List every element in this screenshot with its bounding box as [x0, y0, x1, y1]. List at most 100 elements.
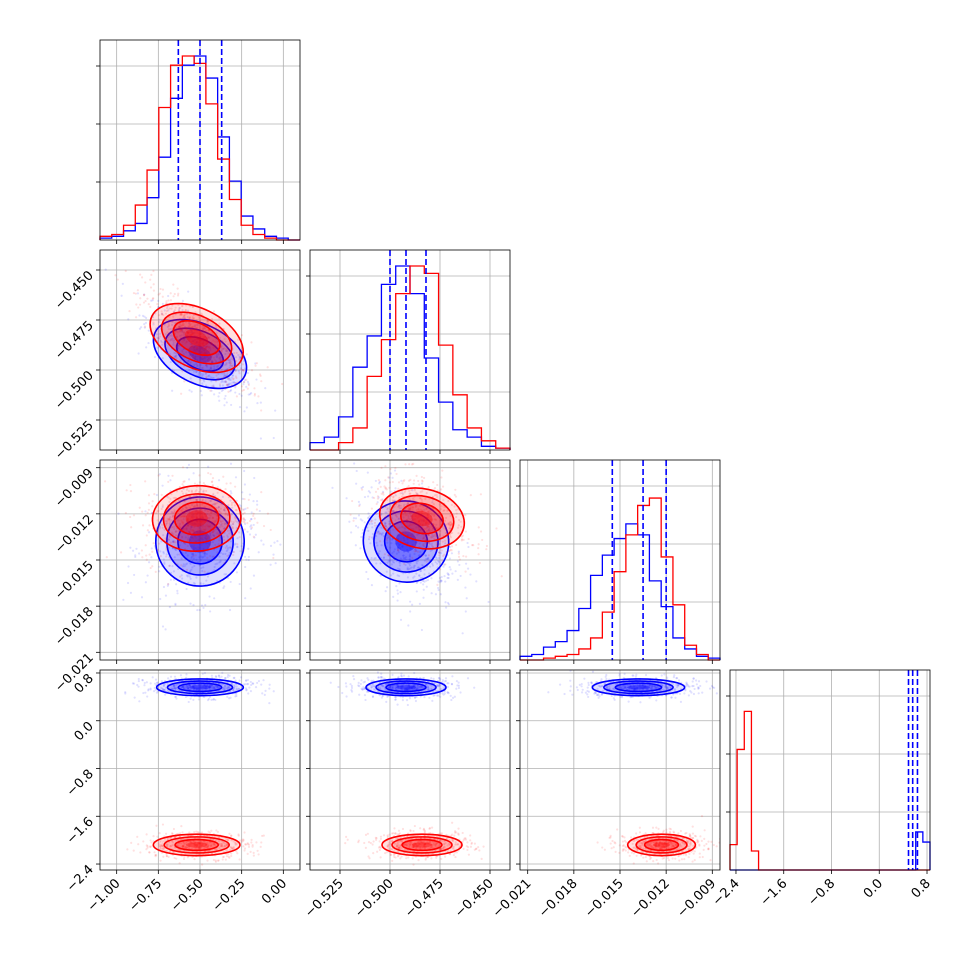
scatter-point — [386, 526, 389, 529]
scatter-point — [255, 508, 258, 511]
scatter-point — [394, 696, 397, 699]
scatter-point — [198, 330, 202, 333]
scatter-point — [245, 689, 248, 692]
scatter-point — [427, 485, 430, 489]
scatter-point — [190, 515, 194, 518]
scatter-point — [209, 514, 212, 517]
scatter-point — [233, 543, 236, 546]
scatter-point — [420, 519, 424, 522]
scatter-point — [205, 685, 209, 688]
scatter-point — [215, 848, 218, 851]
scatter-point — [227, 377, 230, 380]
scatter-point — [212, 356, 216, 359]
scatter-point — [227, 382, 231, 385]
scatter-point — [367, 538, 371, 541]
scatter-point — [378, 550, 381, 553]
scatter-point — [431, 501, 434, 504]
scatter-point — [183, 338, 186, 341]
scatter-point — [221, 372, 224, 375]
scatter-point — [147, 689, 150, 692]
scatter-point — [97, 547, 99, 549]
scatter-point — [210, 499, 213, 503]
scatter-point — [223, 842, 226, 845]
scatter-point — [371, 683, 375, 686]
scatter-point — [235, 526, 238, 530]
scatter-point — [190, 380, 193, 383]
scatter-point — [190, 525, 193, 528]
contour-red-run — [185, 510, 208, 527]
scatter-point — [208, 841, 211, 844]
scatter-point — [427, 686, 430, 689]
scatter-point — [154, 853, 157, 857]
scatter-point — [167, 474, 170, 477]
scatter-point — [172, 343, 175, 346]
scatter-point — [238, 858, 241, 861]
scatter-point — [179, 533, 182, 536]
scatter-point — [223, 844, 227, 847]
scatter-point — [181, 329, 184, 332]
scatter-point — [451, 572, 454, 575]
scatter-point — [420, 512, 423, 515]
scatter-point — [179, 832, 182, 835]
scatter-point — [211, 684, 214, 688]
scatter-point — [228, 608, 232, 612]
scatter-point — [366, 677, 369, 680]
scatter-point — [176, 838, 179, 842]
scatter-point — [205, 350, 209, 353]
scatter-point — [425, 585, 428, 588]
scatter-point — [235, 694, 238, 698]
scatter-point — [184, 510, 187, 513]
scatter-point — [227, 358, 230, 362]
scatter-point — [207, 341, 210, 344]
scatter-point — [396, 685, 400, 688]
scatter-point — [187, 537, 190, 540]
scatter-point — [349, 513, 352, 516]
scatter-point — [233, 684, 236, 687]
scatter-point — [464, 530, 468, 533]
scatter-point — [223, 688, 226, 691]
scatter-point — [174, 534, 177, 537]
scatter-point — [158, 845, 162, 848]
scatter-point — [205, 343, 208, 346]
scatter-point — [192, 554, 195, 557]
scatter-point — [197, 687, 200, 690]
scatter-point — [208, 685, 211, 688]
scatter-point — [137, 306, 140, 309]
scatter-point — [188, 511, 191, 514]
scatter-point — [392, 572, 395, 575]
scatter-point — [190, 330, 193, 333]
scatter-point — [219, 520, 223, 523]
scatter-point — [239, 353, 242, 356]
scatter-point — [415, 590, 418, 593]
scatter-point — [238, 679, 241, 682]
scatter-point — [178, 322, 181, 326]
scatter-point — [168, 500, 171, 504]
scatter-point — [173, 836, 177, 839]
scatter-point — [181, 308, 184, 312]
scatter-point — [160, 312, 164, 315]
scatter-point — [154, 682, 157, 685]
scatter-point — [209, 347, 212, 350]
scatter-point — [188, 354, 191, 357]
scatter-point — [237, 834, 240, 837]
scatter-point — [415, 541, 418, 544]
scatter-point — [161, 687, 164, 690]
scatter-point — [178, 544, 181, 547]
scatter-point — [391, 517, 394, 520]
scatter-point — [171, 514, 175, 517]
scatter-point — [360, 535, 363, 539]
scatter-point — [209, 365, 213, 368]
scatter-point — [246, 842, 249, 845]
scatter-point — [386, 508, 389, 511]
scatter-point — [411, 518, 414, 522]
scatter-point — [163, 683, 166, 686]
scatter-point — [199, 686, 202, 690]
scatter-point — [202, 349, 206, 352]
scatter-point — [149, 839, 152, 842]
scatter-point — [457, 681, 460, 684]
scatter-point — [209, 499, 212, 503]
scatter-point — [217, 506, 220, 509]
scatter-point — [192, 514, 195, 517]
scatter-point — [260, 409, 263, 412]
scatter-point — [234, 375, 238, 378]
